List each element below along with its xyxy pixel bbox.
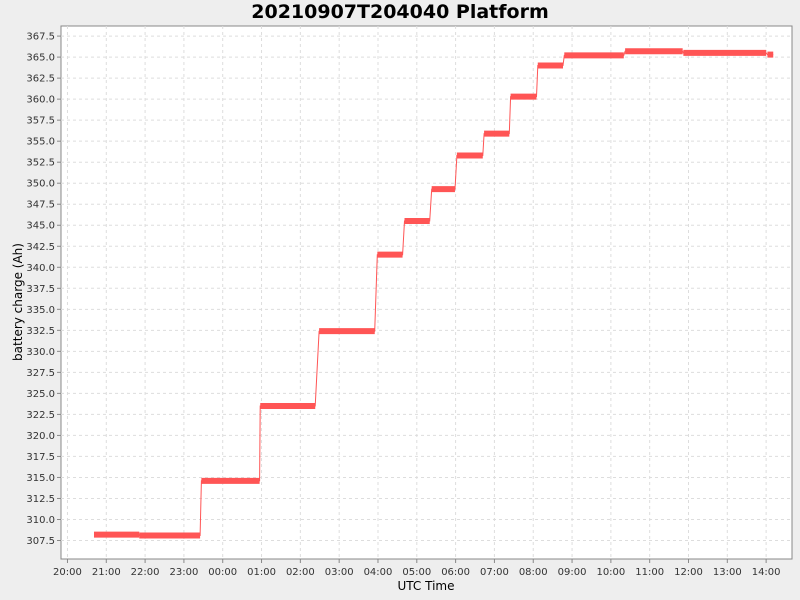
y-tick-label: 325.0 bbox=[26, 389, 55, 400]
x-tick-label: 22:00 bbox=[131, 567, 160, 578]
y-tick-label: 365.0 bbox=[26, 53, 55, 64]
y-tick-label: 320.0 bbox=[26, 431, 55, 442]
y-tick-label: 352.5 bbox=[26, 158, 55, 169]
y-tick-label: 357.5 bbox=[26, 116, 55, 127]
y-tick-label: 342.5 bbox=[26, 242, 55, 253]
y-axis-label: battery charge (Ah) bbox=[11, 243, 25, 361]
x-tick-label: 10:00 bbox=[596, 567, 625, 578]
y-tick-label: 327.5 bbox=[26, 368, 55, 379]
x-tick-label: 07:00 bbox=[480, 567, 509, 578]
grid-lines bbox=[61, 26, 792, 559]
x-tick-label: 02:00 bbox=[286, 567, 315, 578]
chart-title: 20210907T204040 Platform bbox=[251, 1, 549, 23]
x-tick-label: 01:00 bbox=[247, 567, 276, 578]
y-tick-label: 347.5 bbox=[26, 200, 55, 211]
y-tick-label: 340.0 bbox=[26, 263, 55, 274]
y-tick-label: 335.0 bbox=[26, 305, 55, 316]
y-tick-label: 312.5 bbox=[26, 494, 55, 505]
y-tick-label: 350.0 bbox=[26, 179, 55, 190]
y-tick-label: 315.0 bbox=[26, 473, 55, 484]
y-tick-label: 310.0 bbox=[26, 515, 55, 526]
x-tick-label: 04:00 bbox=[364, 567, 393, 578]
series-line bbox=[94, 50, 774, 536]
x-tick-label: 03:00 bbox=[325, 567, 354, 578]
x-tick-label: 21:00 bbox=[92, 567, 121, 578]
y-tick-label: 360.0 bbox=[26, 95, 55, 106]
x-tick-label: 23:00 bbox=[169, 567, 198, 578]
plot-area bbox=[60, 25, 793, 560]
x-tick-label: 05:00 bbox=[402, 567, 431, 578]
x-axis-label: UTC Time bbox=[398, 579, 455, 593]
y-tick-label: 345.0 bbox=[26, 221, 55, 232]
x-tick-label: 12:00 bbox=[674, 567, 703, 578]
y-tick-label: 367.5 bbox=[26, 32, 55, 43]
axis-ticks: 20:00 21:00 22:00 23:00 00:00 01:00 02:00 03:00… bbox=[26, 32, 780, 578]
y-tick-label: 330.0 bbox=[26, 347, 55, 358]
y-tick-label: 332.5 bbox=[26, 326, 55, 337]
data-series bbox=[93, 48, 774, 539]
x-tick-label: 08:00 bbox=[519, 567, 548, 578]
x-tick-label: 20:00 bbox=[53, 567, 82, 578]
x-tick-label: 13:00 bbox=[713, 567, 742, 578]
x-tick-label: 00:00 bbox=[208, 567, 237, 578]
x-tick-label: 14:00 bbox=[752, 567, 781, 578]
x-tick-label: 09:00 bbox=[558, 567, 587, 578]
y-tick-label: 362.5 bbox=[26, 74, 55, 85]
y-tick-label: 337.5 bbox=[26, 284, 55, 295]
x-tick-label: 06:00 bbox=[441, 567, 470, 578]
y-tick-label: 307.5 bbox=[26, 536, 55, 547]
y-tick-label: 317.5 bbox=[26, 452, 55, 463]
y-tick-label: 355.0 bbox=[26, 137, 55, 148]
x-tick-label: 11:00 bbox=[635, 567, 664, 578]
y-tick-label: 322.5 bbox=[26, 410, 55, 421]
